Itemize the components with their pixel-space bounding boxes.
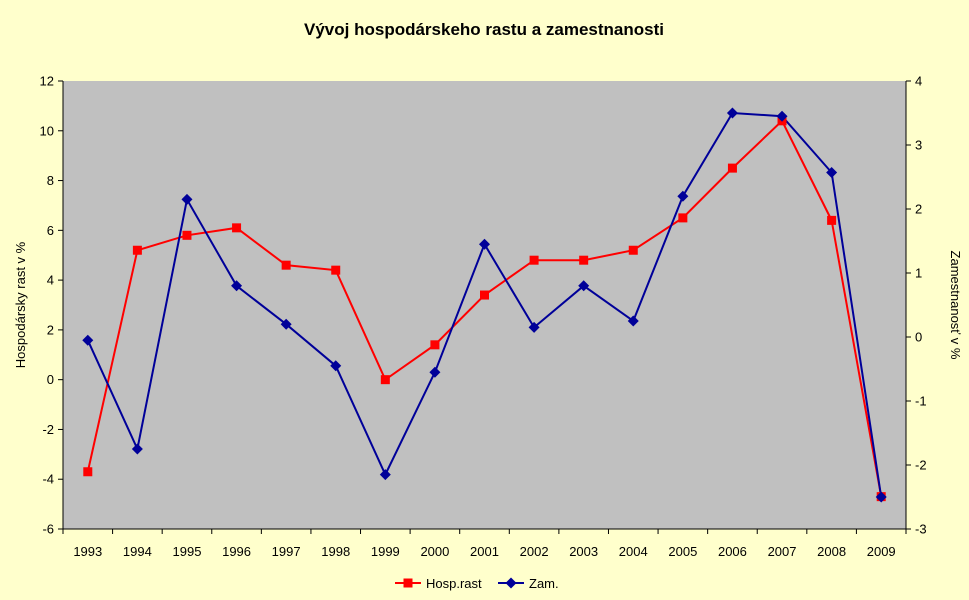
y-left-tick-label: 12 [40, 74, 54, 89]
data-point-hosp-rast [678, 213, 688, 223]
data-point-zam [776, 110, 788, 122]
data-point-hosp-rast [727, 163, 737, 173]
y-left-tick-label: 4 [47, 273, 54, 288]
y-left-tick-label: 2 [47, 322, 54, 337]
y-left-tick-label: -2 [42, 422, 54, 437]
y-axis-title-right: Zamestnanosť v % [948, 251, 963, 360]
y-right-tick-label: 1 [915, 266, 922, 281]
data-point-zam [528, 321, 540, 333]
data-point-zam [82, 334, 94, 346]
data-point-hosp-rast [232, 223, 242, 233]
y-left-tick-label: -6 [42, 522, 54, 537]
data-point-zam [181, 193, 193, 205]
x-tick-label: 1998 [321, 544, 350, 559]
data-point-hosp-rast [827, 215, 837, 225]
data-point-hosp-rast [281, 260, 291, 270]
data-point-zam [479, 238, 490, 250]
data-point-zam [379, 469, 391, 481]
x-tick-label: 2004 [619, 544, 648, 559]
legend-label-2: Zam. [529, 576, 559, 591]
y-left-tick-label: 0 [47, 372, 54, 387]
x-tick-label: 2003 [569, 544, 598, 559]
data-point-hosp-rast [182, 230, 192, 240]
legend-marker-square [403, 578, 413, 588]
y-left-tick-label: -4 [42, 472, 54, 487]
data-point-zam [231, 280, 243, 292]
x-tick-label: 2002 [520, 544, 549, 559]
x-tick-label: 2008 [817, 544, 846, 559]
y-right-tick-label: 3 [915, 138, 922, 153]
data-point-zam [131, 443, 143, 455]
y-left-tick-label: 10 [40, 123, 54, 138]
data-point-zam [578, 280, 590, 292]
x-tick-label: 1995 [173, 544, 202, 559]
data-point-hosp-rast [380, 375, 390, 385]
chart-title: Vývoj hospodárskeho rastu a zamestnanost… [304, 20, 664, 39]
data-point-hosp-rast [331, 265, 341, 275]
legend-label-1: Hosp.rast [426, 576, 482, 591]
y-right-tick-label: 0 [915, 330, 922, 345]
data-point-hosp-rast [529, 255, 539, 265]
data-point-zam [330, 360, 342, 372]
legend: Hosp.rast Zam. [395, 576, 559, 591]
data-point-hosp-rast [83, 467, 93, 477]
data-point-zam [280, 318, 292, 330]
data-point-zam [726, 107, 738, 119]
y-axis-title-left: Hospodársky rast v % [13, 241, 28, 368]
y-right-tick-label: -1 [915, 394, 927, 409]
x-tick-label: 1997 [272, 544, 301, 559]
legend-marker-diamond [505, 577, 517, 589]
x-tick-label: 2005 [668, 544, 697, 559]
x-tick-label: 2001 [470, 544, 499, 559]
data-point-zam [429, 366, 441, 378]
y-left-tick-label: 6 [47, 223, 54, 238]
x-tick-label: 1996 [222, 544, 251, 559]
data-point-zam [627, 315, 639, 327]
x-tick-label: 1999 [371, 544, 400, 559]
data-point-zam [826, 167, 838, 179]
y-right-tick-label: 4 [915, 74, 922, 89]
y-right-tick-label: -3 [915, 522, 927, 537]
y-right-tick-label: -2 [915, 458, 927, 473]
x-tick-label: 2007 [768, 544, 797, 559]
x-tick-label: 2000 [420, 544, 449, 559]
y-right-tick-label: 2 [915, 202, 922, 217]
plot-area [63, 81, 906, 529]
data-point-hosp-rast [579, 255, 589, 265]
data-point-hosp-rast [430, 340, 440, 350]
x-tick-label: 1993 [73, 544, 102, 559]
y-left-tick-label: 8 [47, 173, 54, 188]
data-point-zam [875, 491, 887, 503]
data-point-hosp-rast [480, 290, 489, 300]
x-tick-label: 1994 [123, 544, 152, 559]
x-tick-label: 2009 [867, 544, 896, 559]
data-point-zam [677, 190, 689, 202]
x-tick-label: 2006 [718, 544, 747, 559]
data-point-hosp-rast [132, 245, 142, 255]
series-markers [82, 107, 887, 503]
data-point-hosp-rast [628, 245, 638, 255]
